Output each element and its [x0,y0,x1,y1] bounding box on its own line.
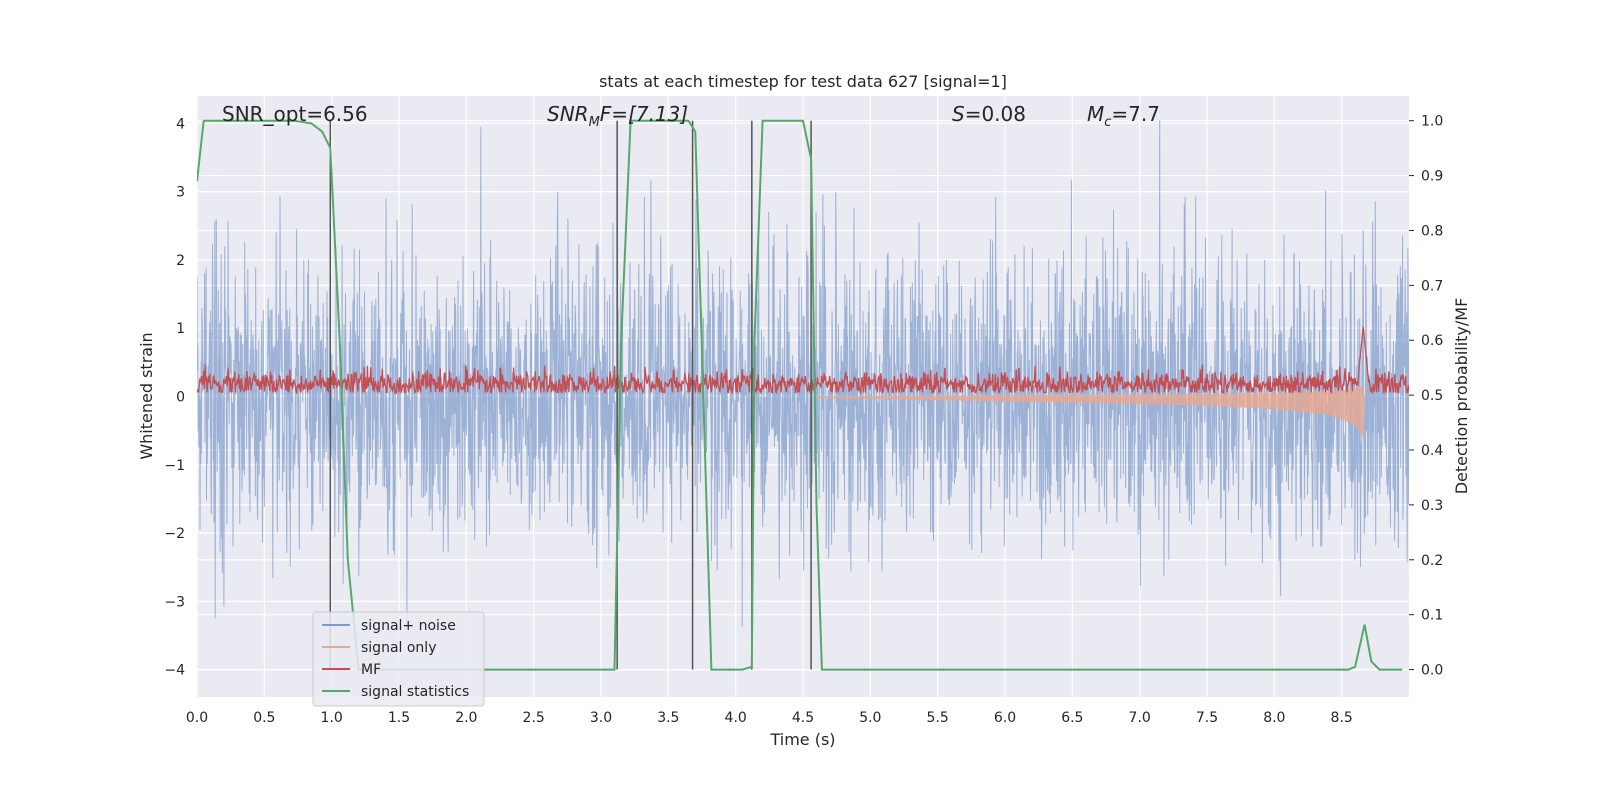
y-right-tick-label: 0.4 [1421,443,1443,459]
annotation-mc-rest: =7.7 [1111,102,1160,126]
y-left-tick-label: 2 [176,253,185,269]
y-right-tick-label: 0.5 [1421,388,1443,404]
x-tick-label: 8.5 [1331,710,1353,726]
x-tick-label: 3.5 [657,710,679,726]
x-tick-label: 2.0 [455,710,477,726]
x-tick-label: 1.0 [321,710,343,726]
chart-title: stats at each timestep for test data 627… [599,72,1007,91]
legend-label: signal+ noise [361,618,456,634]
annotation-snr-mf-rest: F=[7.13] [600,102,688,126]
y-left-tick-label: −2 [164,526,185,542]
legend-label: signal only [361,640,436,656]
y-right-tick-label: 0.2 [1421,553,1443,569]
annotation-snr-mf: SNRMF=[7.13] [547,102,688,130]
annotation-snr-opt: SNR_opt=6.56 [222,102,368,126]
x-tick-label: 3.0 [590,710,612,726]
y-right-axis-ticks: 0.0 0.1 0.2 0.3 0.4 0.5 0.6 0.7 0.8 0.9 1.0 [1409,114,1443,679]
x-tick-label: 1.5 [388,710,410,726]
annotation-snr-mf-sub: M [589,115,600,130]
x-tick-label: 7.0 [1129,710,1151,726]
annotation-mc-var: M [1087,102,1104,126]
y-left-tick-label: −1 [164,458,185,474]
mf-line [197,326,1409,395]
y-right-tick-label: 0.1 [1421,608,1443,624]
legend: signal+ noise signal only MF signal statist… [312,611,485,707]
y-left-tick-label: −3 [164,594,185,610]
x-tick-label: 7.5 [1196,710,1218,726]
y-right-tick-label: 0.8 [1421,223,1443,239]
y-left-tick-label: 4 [176,116,185,132]
x-tick-label: 0.5 [253,710,275,726]
y-left-tick-label: 1 [176,321,185,337]
x-tick-label: 4.0 [725,710,747,726]
annotation-s-rest: =0.08 [965,102,1026,126]
x-tick-label: 5.0 [859,710,881,726]
x-axis-ticks: 0.0 0.5 1.0 1.5 2.0 2.5 3.0 3.5 4.0 4.5 5.0 5.5 6.0 6… [186,710,1353,726]
y-right-tick-label: 0.3 [1421,498,1443,514]
annotation-snr-mf-main: SNR [547,102,589,126]
x-tick-label: 2.5 [523,710,545,726]
y-right-tick-label: 0.7 [1421,278,1443,294]
x-tick-label: 8.0 [1263,710,1285,726]
y-left-tick-label: 0 [176,390,185,406]
x-tick-label: 6.5 [1061,710,1083,726]
x-tick-label: 4.5 [792,710,814,726]
x-axis-label: Time (s) [769,730,835,749]
signal-statistics-line [197,119,1403,671]
y-left-tick-label: −4 [164,663,185,679]
y-right-tick-label: 0.9 [1421,169,1443,185]
y-right-tick-label: 0.6 [1421,333,1443,349]
x-tick-label: 6.0 [994,710,1016,726]
annotation-mc: Mc=7.7 [1087,102,1160,130]
signal-plus-noise-line [197,120,1409,628]
y-right-tick-label: 0.0 [1421,663,1443,679]
annotation-s: S=0.08 [952,102,1026,126]
x-tick-label: 5.5 [927,710,949,726]
y-left-axis-label: Whitened strain [137,332,156,459]
annotation-s-var: S [952,102,965,126]
annotation-mc-sub: c [1104,115,1111,130]
x-tick-label: 0.0 [186,710,208,726]
legend-label: MF [361,662,381,678]
y-right-axis-label: Detection probability/MF [1452,298,1471,495]
signal-only-envelope [816,385,1365,469]
legend-label: signal statistics [361,684,469,700]
y-right-tick-label: 1.0 [1421,114,1443,130]
legend-box [312,611,485,707]
y-left-axis-ticks: −4 −3 −2 −1 0 1 2 3 4 [164,116,185,678]
y-left-tick-label: 3 [176,185,185,201]
